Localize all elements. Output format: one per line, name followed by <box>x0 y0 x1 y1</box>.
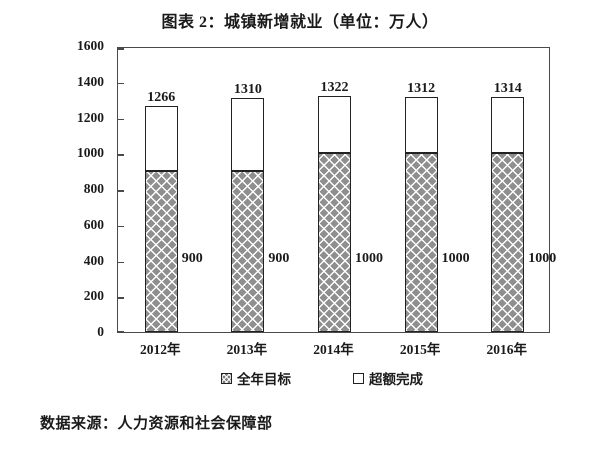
bar-target-segment <box>491 153 525 332</box>
bar-excess-segment <box>231 97 265 172</box>
y-axis-tick <box>118 297 124 299</box>
legend-excess-label: 超额完成 <box>369 372 423 387</box>
bar-total-label: 1314 <box>493 81 522 97</box>
bar-target-value-label: 900 <box>268 251 290 266</box>
x-axis-label: 2012年 <box>140 342 181 357</box>
y-axis-tick <box>118 154 124 156</box>
legend-item-target: 全年目标 <box>221 368 291 388</box>
legend-target-label: 全年目标 <box>237 372 291 387</box>
y-axis-tick <box>118 261 124 263</box>
bar-target-segment <box>404 153 438 332</box>
y-axis-label: 600 <box>83 216 104 232</box>
y-axis-tick <box>118 118 124 120</box>
y-axis-label: 1600 <box>77 38 104 53</box>
bar-group <box>144 105 178 332</box>
y-axis-label: 0 <box>97 324 104 339</box>
bar-group <box>231 97 265 332</box>
y-axis-label: 1200 <box>77 109 104 125</box>
y-axis-tick <box>118 48 124 50</box>
bar-target-value-label: 1000 <box>528 251 557 266</box>
y-axis-tick <box>118 190 124 192</box>
bar-total-label: 1312 <box>407 81 436 97</box>
bar-target-value-label: 900 <box>181 251 203 266</box>
bar-total-label: 1266 <box>147 89 176 105</box>
data-source-note: 数据来源：人力资源和社会保障部 <box>40 416 273 432</box>
bar-excess-segment <box>491 97 525 154</box>
bar-total-label: 1322 <box>320 79 349 95</box>
bar-excess-segment <box>318 95 351 154</box>
y-axis-label: 1400 <box>77 73 104 89</box>
y-axis-tick <box>118 331 124 333</box>
legend-excess-swatch-icon <box>353 372 364 384</box>
chart-title: 图表 2：城镇新增就业（单位：万人） <box>161 14 439 31</box>
bar-target-value-label: 1000 <box>355 251 383 266</box>
legend-item-excess: 超额完成 <box>353 368 423 388</box>
y-axis-label: 1000 <box>77 145 104 161</box>
bar-target-value-label: 1000 <box>441 251 470 266</box>
bar-target-segment <box>231 171 265 332</box>
y-axis-label: 200 <box>83 288 104 304</box>
y-axis-label: 400 <box>83 252 104 268</box>
y-axis-label: 800 <box>83 181 104 196</box>
bar-excess-segment <box>144 105 178 172</box>
x-axis-label: 2016年 <box>486 342 527 357</box>
legend-target-swatch-icon <box>221 372 232 384</box>
bar-total-label: 1310 <box>233 81 262 97</box>
bar-group <box>318 95 351 332</box>
chart-legend: 全年目标 超额完成 <box>0 368 600 388</box>
x-axis-label: 2015年 <box>399 342 441 357</box>
bar-group <box>404 97 438 332</box>
bar-target-segment <box>144 171 178 332</box>
y-axis-tick <box>118 82 124 85</box>
y-axis-tick <box>118 225 124 228</box>
bar-group <box>491 97 525 332</box>
x-axis-label: 2013年 <box>226 342 268 357</box>
bar-excess-segment <box>404 97 438 154</box>
x-axis-label: 2014年 <box>313 342 354 357</box>
plot-area: 1266 900 1310 900 1322 1000 1312 1000 1314 1000 <box>117 47 556 333</box>
bar-target-segment <box>318 153 351 332</box>
